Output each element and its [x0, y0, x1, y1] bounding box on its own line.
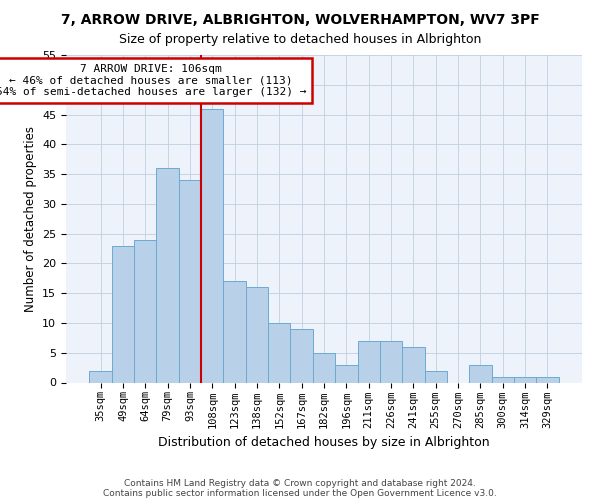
- Bar: [179, 180, 201, 382]
- Bar: [290, 329, 313, 382]
- Text: Contains public sector information licensed under the Open Government Licence v3: Contains public sector information licen…: [103, 488, 497, 498]
- Bar: [402, 347, 425, 382]
- Y-axis label: Number of detached properties: Number of detached properties: [23, 126, 37, 312]
- Text: 7, ARROW DRIVE, ALBRIGHTON, WOLVERHAMPTON, WV7 3PF: 7, ARROW DRIVE, ALBRIGHTON, WOLVERHAMPTO…: [61, 12, 539, 26]
- Bar: [425, 370, 447, 382]
- Bar: [335, 364, 358, 382]
- Bar: [469, 364, 491, 382]
- Bar: [491, 376, 514, 382]
- Text: Size of property relative to detached houses in Albrighton: Size of property relative to detached ho…: [119, 32, 481, 46]
- Bar: [134, 240, 157, 382]
- Bar: [89, 370, 112, 382]
- Bar: [268, 323, 290, 382]
- X-axis label: Distribution of detached houses by size in Albrighton: Distribution of detached houses by size …: [158, 436, 490, 449]
- Text: 7 ARROW DRIVE: 106sqm
← 46% of detached houses are smaller (113)
54% of semi-det: 7 ARROW DRIVE: 106sqm ← 46% of detached …: [0, 64, 306, 97]
- Bar: [223, 282, 246, 382]
- Bar: [246, 287, 268, 382]
- Bar: [112, 246, 134, 382]
- Bar: [157, 168, 179, 382]
- Text: Contains HM Land Registry data © Crown copyright and database right 2024.: Contains HM Land Registry data © Crown c…: [124, 478, 476, 488]
- Bar: [313, 352, 335, 382]
- Bar: [380, 341, 402, 382]
- Bar: [514, 376, 536, 382]
- Bar: [536, 376, 559, 382]
- Bar: [358, 341, 380, 382]
- Bar: [201, 108, 223, 382]
